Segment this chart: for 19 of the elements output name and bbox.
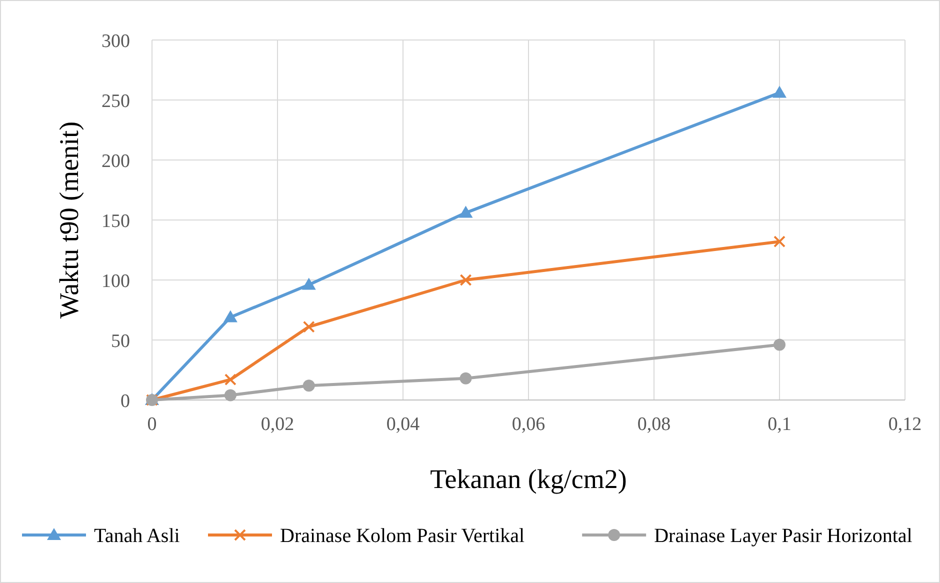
legend-label: Drainase Layer Pasir Horizontal: [654, 525, 913, 547]
x-tick-label: 0: [147, 414, 157, 435]
y-tick-label: 50: [111, 331, 130, 352]
y-tick-label: 300: [102, 31, 130, 52]
y-tick-label: 250: [102, 91, 130, 112]
x-tick-label: 0,02: [260, 414, 294, 435]
x-tick-label: 0,06: [512, 414, 546, 435]
legend-label: Tanah Asli: [94, 525, 180, 547]
x-axis-title: Tekanan (kg/cm2): [430, 464, 627, 494]
y-tick-label: 100: [102, 271, 130, 292]
legend-label: Drainase Kolom Pasir Vertikal: [280, 525, 526, 547]
x-tick-label: 0,1: [768, 414, 792, 435]
y-tick-label: 150: [102, 211, 130, 232]
x-tick-label: 0,04: [386, 414, 420, 435]
x-tick-label: 0,12: [888, 414, 922, 435]
y-tick-label: 0: [120, 391, 130, 412]
x-tick-label: 0,08: [637, 414, 671, 435]
y-tick-label: 200: [102, 151, 130, 172]
y-axis-title: Waktu t90 (menit): [54, 121, 84, 319]
